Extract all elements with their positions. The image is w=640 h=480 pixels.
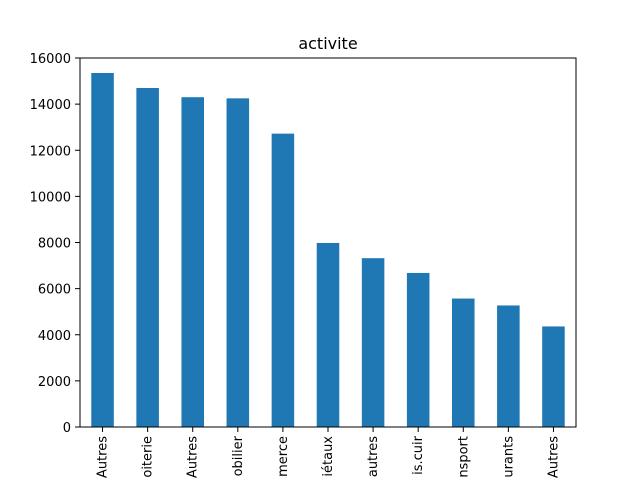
y-tick-label: 0: [63, 421, 71, 436]
bar: [497, 305, 520, 427]
bar: [136, 87, 159, 427]
bar: [361, 258, 385, 427]
x-tick-label: Autres: [96, 436, 111, 478]
bar: [316, 242, 340, 427]
bar: [91, 72, 114, 427]
x-tick-label: oiterie: [141, 436, 156, 478]
x-tick-label: merce: [276, 436, 291, 477]
bar: [181, 97, 204, 428]
y-tick-label: 2000: [38, 375, 71, 390]
y-tick-label: 14000: [30, 98, 71, 113]
chart-title: activite: [298, 34, 357, 53]
y-tick-label: 8000: [38, 237, 71, 252]
bars-layer: [91, 72, 565, 428]
x-tick-label: Autres: [546, 436, 561, 478]
bar: [226, 98, 250, 427]
bar: [406, 272, 430, 427]
y-tick-label: 16000: [30, 52, 71, 67]
x-tick-label: is.cuir: [411, 435, 426, 475]
bar: [542, 326, 565, 427]
y-tick-label: 4000: [38, 329, 71, 344]
x-axis: Autres oiterie Autres obilier merce iétaux aut…: [96, 427, 561, 478]
x-tick-label: autres: [366, 436, 381, 477]
bar: [271, 133, 295, 427]
y-tick-label: 12000: [30, 144, 71, 159]
x-tick-label: nsport: [456, 436, 471, 478]
x-tick-label: obilier: [231, 435, 246, 476]
x-tick-label: Autres: [186, 436, 201, 478]
y-tick-label: 10000: [30, 190, 71, 205]
y-axis: 0 2000 4000 6000 8000 10000 12000 14000 16000: [30, 52, 80, 436]
x-tick-label: urants: [501, 436, 516, 478]
bar: [452, 298, 475, 427]
x-tick-label: iétaux: [321, 436, 336, 477]
y-tick-label: 6000: [38, 283, 71, 298]
plot-frame: [79, 57, 577, 428]
